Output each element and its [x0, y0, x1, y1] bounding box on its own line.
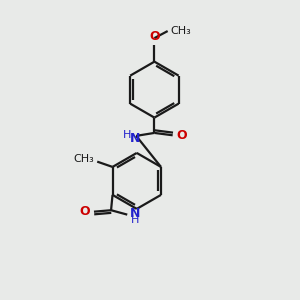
Text: CH₃: CH₃: [73, 154, 94, 164]
Text: CH₃: CH₃: [171, 26, 191, 36]
Text: O: O: [80, 205, 90, 218]
Text: N: N: [130, 207, 140, 220]
Text: H: H: [123, 130, 131, 140]
Text: O: O: [176, 129, 187, 142]
Text: O: O: [149, 30, 160, 44]
Text: N: N: [130, 132, 140, 145]
Text: H: H: [131, 215, 140, 225]
